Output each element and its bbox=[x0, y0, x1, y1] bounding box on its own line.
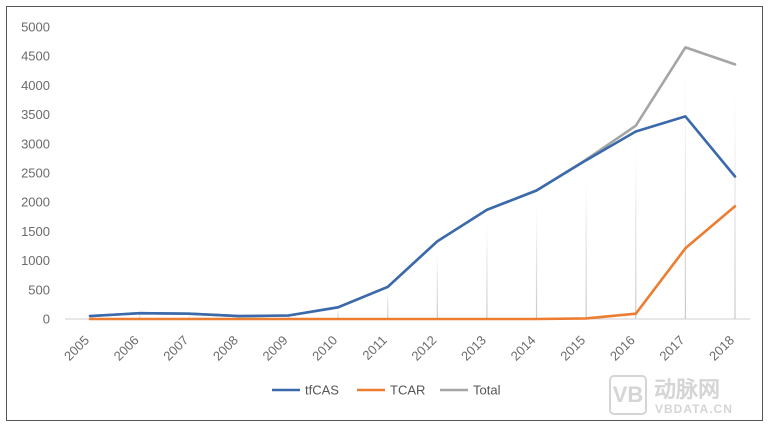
legend-label-total: Total bbox=[473, 383, 501, 398]
grid-line bbox=[535, 190, 538, 319]
grid-line bbox=[287, 315, 290, 319]
x-tick-label: 2013 bbox=[458, 333, 489, 364]
x-tick-label: 2017 bbox=[656, 333, 687, 364]
y-tick-label: 3000 bbox=[21, 136, 50, 151]
x-tick-label: 2009 bbox=[260, 333, 291, 364]
legend-label-tfcas: tfCAS bbox=[305, 383, 339, 398]
y-tick-label: 3500 bbox=[21, 107, 50, 122]
y-tick-label: 2500 bbox=[21, 166, 50, 181]
grid-line bbox=[337, 307, 339, 319]
y-tick-label: 1500 bbox=[21, 224, 50, 239]
watermark-url: VBDATA.CN bbox=[655, 402, 733, 416]
y-tick-label: 5000 bbox=[21, 20, 50, 35]
vb-logo-icon bbox=[609, 375, 647, 415]
series-line-tcar bbox=[88, 205, 737, 321]
x-tick-label: 2012 bbox=[408, 333, 439, 364]
watermark: VB 动脉网 VBDATA.CN bbox=[609, 375, 733, 416]
watermark-logo-text: VB bbox=[613, 382, 644, 407]
x-tick-label: 2018 bbox=[706, 333, 737, 364]
chart-frame bbox=[6, 6, 763, 421]
grid-line bbox=[734, 64, 736, 319]
x-tick-label: 2005 bbox=[61, 333, 92, 364]
grid-line bbox=[585, 159, 587, 319]
watermark-chinese: 动脉网 bbox=[654, 377, 720, 402]
y-tick-label: 4500 bbox=[21, 49, 50, 64]
x-tick-label: 2007 bbox=[160, 333, 191, 364]
series-line-total bbox=[88, 46, 737, 318]
grid-line bbox=[436, 241, 438, 319]
x-tick-label: 2006 bbox=[111, 333, 142, 364]
grid-line bbox=[238, 316, 240, 319]
grid-line bbox=[486, 209, 488, 319]
grid-line bbox=[188, 313, 190, 319]
series-line-tfcas bbox=[88, 115, 737, 318]
y-tick-label: 2000 bbox=[21, 195, 50, 210]
grid-line bbox=[684, 47, 686, 319]
x-tick-label: 2014 bbox=[508, 333, 539, 364]
y-tick-label: 0 bbox=[43, 312, 50, 327]
x-tick-label: 2011 bbox=[359, 333, 389, 363]
y-tick-label: 4000 bbox=[21, 78, 50, 93]
x-tick-label: 2010 bbox=[309, 333, 340, 364]
x-tick-label: 2008 bbox=[210, 333, 241, 364]
y-tick-label: 500 bbox=[28, 282, 50, 297]
x-tick-label: 2015 bbox=[557, 333, 588, 364]
legend-label-tcar: TCAR bbox=[390, 383, 425, 398]
y-tick-label: 1000 bbox=[21, 253, 50, 268]
x-tick-label: 2016 bbox=[607, 333, 638, 364]
grid-line bbox=[139, 313, 141, 319]
grid-line bbox=[635, 125, 637, 319]
grid-line bbox=[387, 286, 389, 319]
